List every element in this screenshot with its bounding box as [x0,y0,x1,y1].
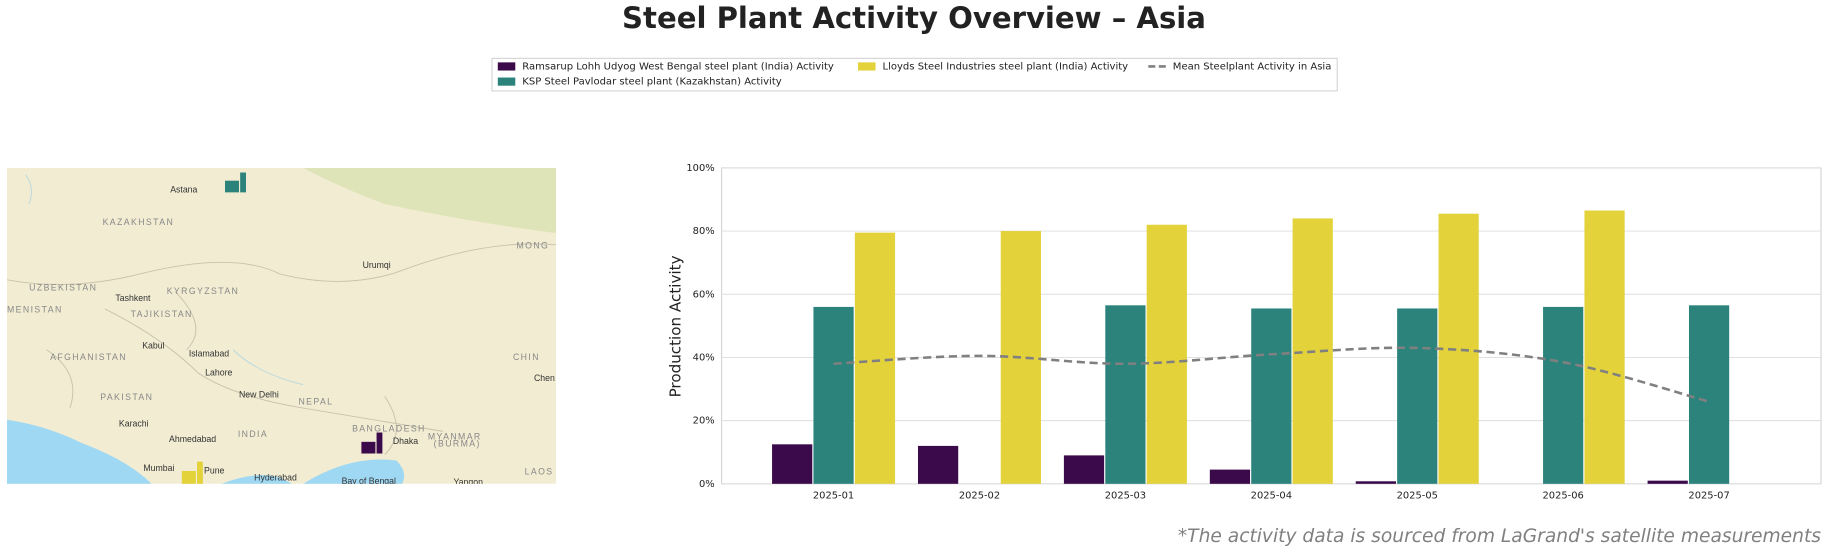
bar [1543,306,1584,484]
map-sea [221,459,405,484]
y-tick-label: 100% [686,163,714,174]
bar [1647,480,1688,484]
map-label: UZBEKISTAN [29,282,97,292]
map-label: INDIA [238,429,268,439]
map-label: Yangon [454,477,484,487]
legend-box [491,57,1338,92]
legend-label: Mean Steelplant Activity in Asia [1173,61,1332,72]
map-label: Ahmedabad [169,434,216,444]
bar [1209,469,1251,484]
map-label: (BURMA) [434,438,481,448]
map-label: NEPAL [298,397,333,407]
map-label: Dhaka [393,436,418,446]
bar [854,232,896,484]
legend-swatch [858,62,876,71]
map-label: New Delhi [239,390,279,400]
bar [1397,308,1438,484]
footnote: *The activity data is sourced from LaGra… [1178,526,1821,547]
map-label: KYRGYZSTAN [167,286,240,296]
plant-icon [225,172,246,193]
y-tick-label: 60% [693,289,715,300]
y-tick-label: 0% [699,479,715,490]
map-label: KAZAKHSTAN [103,217,175,227]
bar [1146,224,1187,484]
map-label: Mumbai [143,463,174,473]
map-label: Bay of Bengal [342,476,396,486]
x-tick-label: 2025-05 [1397,490,1438,501]
map-label: Hyderabad [254,472,297,482]
map-label: TAJIKISTAN [131,309,193,319]
map-label: PAKISTAN [100,392,153,402]
bar [1355,481,1396,484]
bar [917,445,959,484]
x-tick-label: 2025-03 [1105,490,1146,501]
bar [1688,305,1730,484]
map-land [6,167,557,484]
legend-swatch [497,77,516,86]
x-tick-label: 2025-07 [1688,490,1729,501]
map-label: Kabul [142,341,164,351]
map-border [6,243,557,455]
legend-label: Ramsarup Lohh Udyog West Bengal steel pl… [522,61,834,72]
plant-icon [361,432,383,454]
bar [1251,308,1292,484]
bar [1105,305,1146,484]
y-tick-label: 80% [693,226,715,237]
map-steppe [303,167,557,234]
bar [772,444,813,484]
map-label: Chen [534,373,555,383]
map-label: Tashkent [115,293,151,303]
map-label: Pune [204,465,225,475]
map-label: Astana [170,184,197,194]
x-tick-label: 2025-02 [959,490,1000,501]
legend-swatch [497,62,516,71]
map-label: Islamabad [189,349,229,359]
y-tick-label: 40% [693,352,715,363]
map [6,167,557,484]
bar [1584,210,1625,484]
x-tick-label: 2025-04 [1251,490,1292,501]
bar [813,306,854,484]
map-label: MENISTAN [7,304,63,314]
map-label: MONG [516,240,549,250]
map-label: MYANMAR [428,431,482,441]
x-tick-label: 2025-01 [813,490,854,501]
map-label: BANGLADESH [352,423,426,433]
bar [1438,213,1479,484]
y-axis-label: Production Activity [667,255,685,397]
map-label: Karachi [119,419,149,429]
legend-label: KSP Steel Pavlodar steel plant (Kazakhst… [522,77,781,88]
plant-icon [181,461,203,484]
chart-title: Steel Plant Activity Overview – Asia [622,1,1206,35]
x-tick-label: 2025-06 [1543,490,1584,501]
map-label: Lahore [205,367,232,377]
map-label: AFGHANISTAN [50,352,127,362]
map-sea [6,419,152,484]
map-label: CHIN [513,352,540,362]
map-label: LAOS [525,466,554,476]
legend-label: Lloyds Steel Industries steel plant (Ind… [883,61,1129,72]
map-river [25,174,304,386]
mean-line [833,346,1710,403]
bar [1063,455,1105,484]
y-tick-label: 20% [693,416,715,427]
map-label: Urumqi [363,260,391,270]
